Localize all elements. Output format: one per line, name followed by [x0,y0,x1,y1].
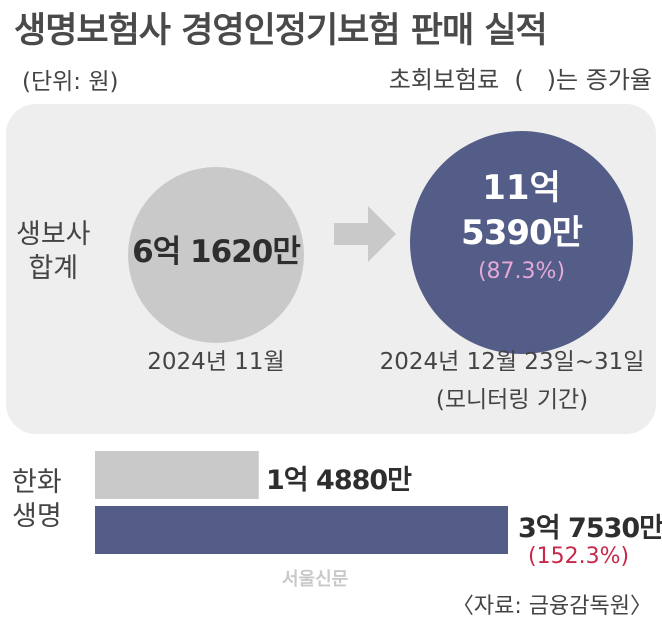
bubble-dec-growth: (87.3%) [477,259,566,284]
bar-nov-value-label: 1억 4880만 [266,465,412,496]
total-label-line2: 합계 [28,253,79,284]
total-label-line1: 생보사 [16,219,91,250]
period-dec-label: 2024년 12월 23일~31일 [379,349,645,375]
legend-note: 초회보험료 ( )는 증가율 [388,66,652,94]
bubble-dec-value-line1: 11억 [482,168,561,208]
source-label: 〈자료: 금융감독원〉 [451,594,652,619]
company-label-line1: 한화 [12,467,62,498]
bar-dec [95,506,508,554]
bar-nov [95,451,259,499]
arrow-right-icon [334,206,396,262]
period-dec-note: (모니터링 기간) [435,387,589,413]
company-label: 한화 생명 [12,466,62,534]
page-title: 생명보험사 경영인정기보험 판매 실적 [14,11,548,51]
company-label-line2: 생명 [12,501,62,532]
bubble-nov [128,167,304,343]
bar-dec-growth: (152.3%) [528,544,630,569]
bar-dec-value-label: 3억 7530만 [518,513,662,544]
watermark: 서울신문 [282,569,349,590]
bubble-nov-value: 6억 1620만 [132,234,301,270]
bubble-dec-value-line2: 5390만 [461,213,583,253]
bubble-dec [410,131,633,354]
total-row-label: 생보사 합계 [16,218,91,286]
period-nov-label: 2024년 11월 [147,349,285,375]
unit-label: (단위: 원) [22,69,119,95]
